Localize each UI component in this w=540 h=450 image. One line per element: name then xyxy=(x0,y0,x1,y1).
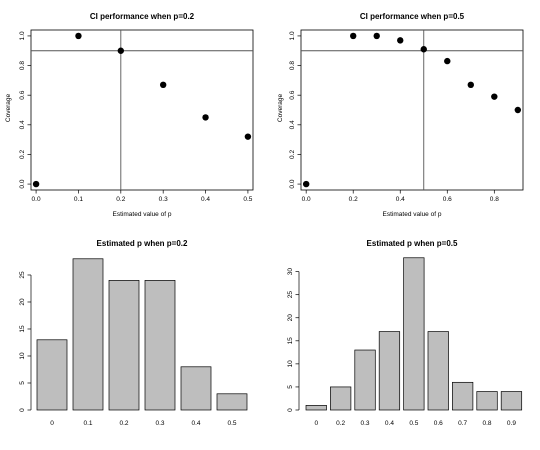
x-tick-label: 0.3 xyxy=(159,196,168,203)
y-tick-label: 0.0 xyxy=(289,179,296,188)
y-tick-label: 1.0 xyxy=(19,31,26,40)
bar xyxy=(216,393,248,411)
histogram-p02: Estimated p when p=0.2 0 5 10 15 20 25 0 0.1 0.2… xyxy=(19,239,248,427)
x-tick-label: 0.4 xyxy=(201,196,210,203)
x-tick-label: 0 xyxy=(314,420,318,427)
data-point xyxy=(420,46,427,53)
data-point xyxy=(302,180,310,188)
data-point xyxy=(397,37,404,44)
x-tick-label: 0.2 xyxy=(119,420,128,427)
data-point xyxy=(117,47,125,54)
x-tick-label: 0.6 xyxy=(434,420,443,427)
x-tick-label: 0.7 xyxy=(458,420,467,427)
plot-frame xyxy=(30,29,254,191)
bar xyxy=(144,280,176,411)
x-tick-label: 0.3 xyxy=(155,420,164,427)
data-point xyxy=(373,32,380,40)
y-tick-label: 0.4 xyxy=(289,120,296,129)
bar xyxy=(72,258,104,411)
x-tick-label: 0.4 xyxy=(396,196,405,203)
y-tick-label: 25 xyxy=(19,271,26,279)
bar xyxy=(476,391,498,411)
x-tick-label: 0.1 xyxy=(83,420,92,427)
data-point xyxy=(32,180,40,188)
data-point xyxy=(444,57,451,65)
y-tick-label: 1.0 xyxy=(289,31,296,40)
y-tick-label: 0.2 xyxy=(19,150,26,159)
x-tick-label: 0 xyxy=(50,420,54,427)
y-tick-label: 0.8 xyxy=(289,61,296,70)
chart-title: Estimated p when p=0.2 xyxy=(97,239,188,248)
x-tick-label: 0.2 xyxy=(336,420,345,427)
y-tick-label: 0.0 xyxy=(19,179,26,188)
y-tick-label: 0.2 xyxy=(289,150,296,159)
histogram-p05: Estimated p when p=0.5 0 5 10 15 20 25 30 0 0.2 0… xyxy=(287,239,523,427)
x-tick-label: 0.2 xyxy=(116,196,125,203)
data-point xyxy=(159,81,167,89)
x-tick-label: 0.0 xyxy=(302,196,311,203)
bar xyxy=(500,391,523,411)
bar xyxy=(378,331,401,411)
x-tick-label: 0.0 xyxy=(32,196,41,203)
bar xyxy=(108,280,140,411)
y-tick-label: 0.6 xyxy=(289,90,296,99)
y-tick-label: 25 xyxy=(287,291,294,299)
x-tick-label: 0.4 xyxy=(191,420,200,427)
bar xyxy=(354,349,376,411)
y-tick-label: 20 xyxy=(287,314,294,322)
bar xyxy=(452,381,474,411)
chart-title: Estimated p when p=0.5 xyxy=(367,239,458,248)
data-point xyxy=(350,32,357,40)
x-tick-label: 0.1 xyxy=(74,196,83,203)
data-point xyxy=(244,133,252,140)
bar xyxy=(330,386,352,411)
data-point xyxy=(467,81,474,89)
data-point xyxy=(75,32,82,40)
y-tick-label: 5 xyxy=(19,381,26,385)
coverage-plot-p02: CI performance when p=0.2 Estimated valu… xyxy=(5,12,254,218)
y-tick-label: 0 xyxy=(287,408,294,412)
bar xyxy=(403,257,425,411)
plot-frame xyxy=(300,29,524,191)
y-tick-label: 5 xyxy=(287,385,294,389)
x-tick-label: 0.5 xyxy=(243,196,252,203)
chart-title: CI performance when p=0.5 xyxy=(360,12,465,21)
coverage-plot-p05: CI performance when p=0.5 Estimated valu… xyxy=(277,12,524,218)
y-tick-label: 0 xyxy=(19,408,26,412)
x-tick-label: 0.5 xyxy=(227,420,236,427)
y-tick-label: 15 xyxy=(19,325,26,333)
x-tick-label: 0.2 xyxy=(349,196,358,203)
x-axis-label: Estimated value of p xyxy=(383,211,442,218)
x-tick-label: 0.8 xyxy=(483,420,492,427)
bar xyxy=(427,331,449,411)
y-axis-label: Coverage xyxy=(5,94,12,123)
y-tick-label: 0.8 xyxy=(19,61,26,70)
y-tick-label: 20 xyxy=(19,298,26,306)
x-tick-label: 0.6 xyxy=(443,196,452,203)
y-tick-label: 10 xyxy=(19,352,26,360)
x-tick-label: 0.3 xyxy=(361,420,370,427)
data-point xyxy=(491,93,498,100)
y-tick-label: 0.6 xyxy=(19,90,26,99)
y-tick-label: 10 xyxy=(287,360,294,368)
y-tick-label: 0.4 xyxy=(19,120,26,129)
y-axis-label: Coverage xyxy=(277,94,284,123)
y-tick-label: 30 xyxy=(287,268,294,276)
x-axis-label: Estimated value of p xyxy=(113,211,172,218)
data-point xyxy=(514,106,522,114)
x-tick-label: 0.8 xyxy=(490,196,499,203)
bar xyxy=(180,366,212,411)
bar xyxy=(36,339,68,411)
x-tick-label: 0.5 xyxy=(409,420,418,427)
data-point xyxy=(202,114,209,121)
chart-title: CI performance when p=0.2 xyxy=(90,12,195,21)
x-tick-label: 0.9 xyxy=(507,420,516,427)
y-tick-label: 15 xyxy=(287,337,294,345)
bar xyxy=(305,405,327,411)
x-tick-label: 0.4 xyxy=(385,420,394,427)
